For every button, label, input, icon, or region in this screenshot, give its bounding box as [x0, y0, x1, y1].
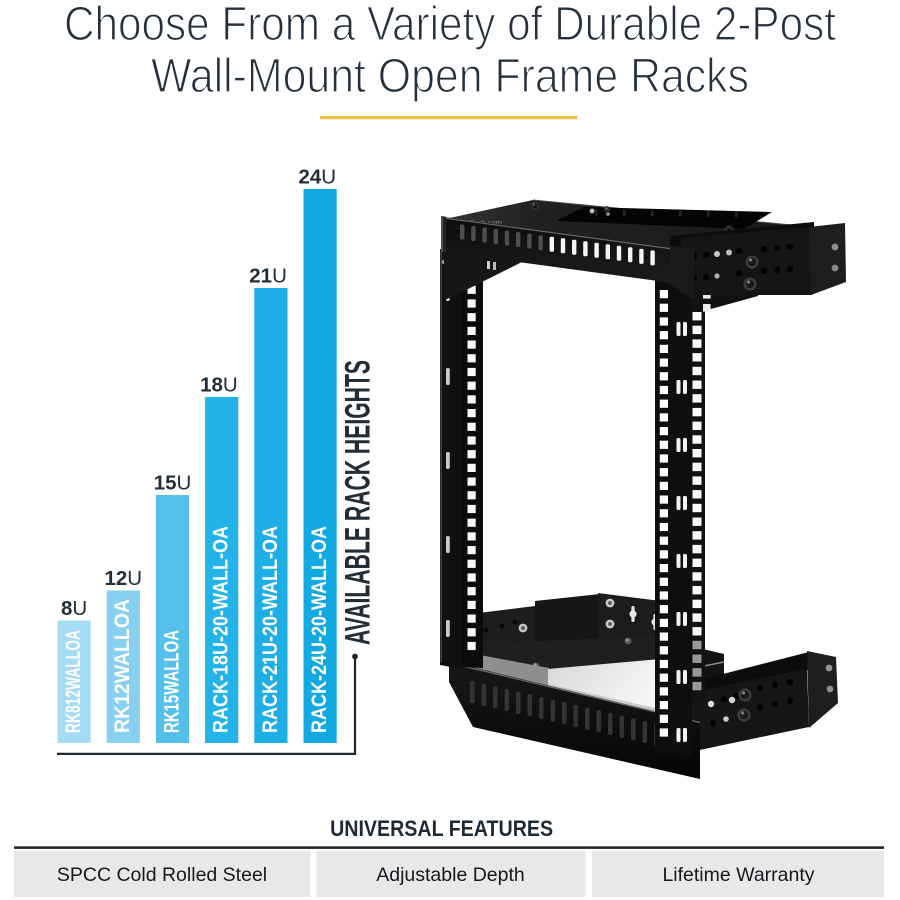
svg-text:RACK-24U-20-WALL-OA: RACK-24U-20-WALL-OA [307, 526, 331, 733]
svg-text:UNIVERSAL FEATURES: UNIVERSAL FEATURES [330, 816, 553, 841]
svg-text:12U: 12U [104, 567, 142, 590]
svg-text:RK812WALLOA: RK812WALLOA [61, 630, 85, 733]
svg-text:8U: 8U [61, 597, 87, 620]
svg-text:RK12WALLOA: RK12WALLOA [110, 599, 134, 733]
svg-text:RK15WALLOA: RK15WALLOA [159, 630, 183, 733]
svg-text:15U: 15U [154, 472, 192, 495]
svg-text:Choose From a Variety of Durab: Choose From a Variety of Durable 2-Post [64, 0, 836, 51]
svg-text:21U: 21U [249, 265, 287, 288]
svg-text:SPCC Cold Rolled Steel: SPCC Cold Rolled Steel [57, 864, 267, 886]
svg-text:24U: 24U [298, 166, 336, 189]
svg-text:AVAILABLE RACK HEIGHTS: AVAILABLE RACK HEIGHTS [339, 360, 378, 645]
svg-text:RACK-18U-20-WALL-OA: RACK-18U-20-WALL-OA [209, 526, 233, 733]
svg-text:Adjustable Depth: Adjustable Depth [376, 864, 525, 886]
svg-text:Wall-Mount Open Frame Racks: Wall-Mount Open Frame Racks [151, 50, 749, 103]
svg-text:18U: 18U [200, 374, 238, 397]
svg-text:Lifetime Warranty: Lifetime Warranty [662, 864, 814, 886]
svg-text:RACK-21U-20-WALL-OA: RACK-21U-20-WALL-OA [258, 526, 282, 733]
